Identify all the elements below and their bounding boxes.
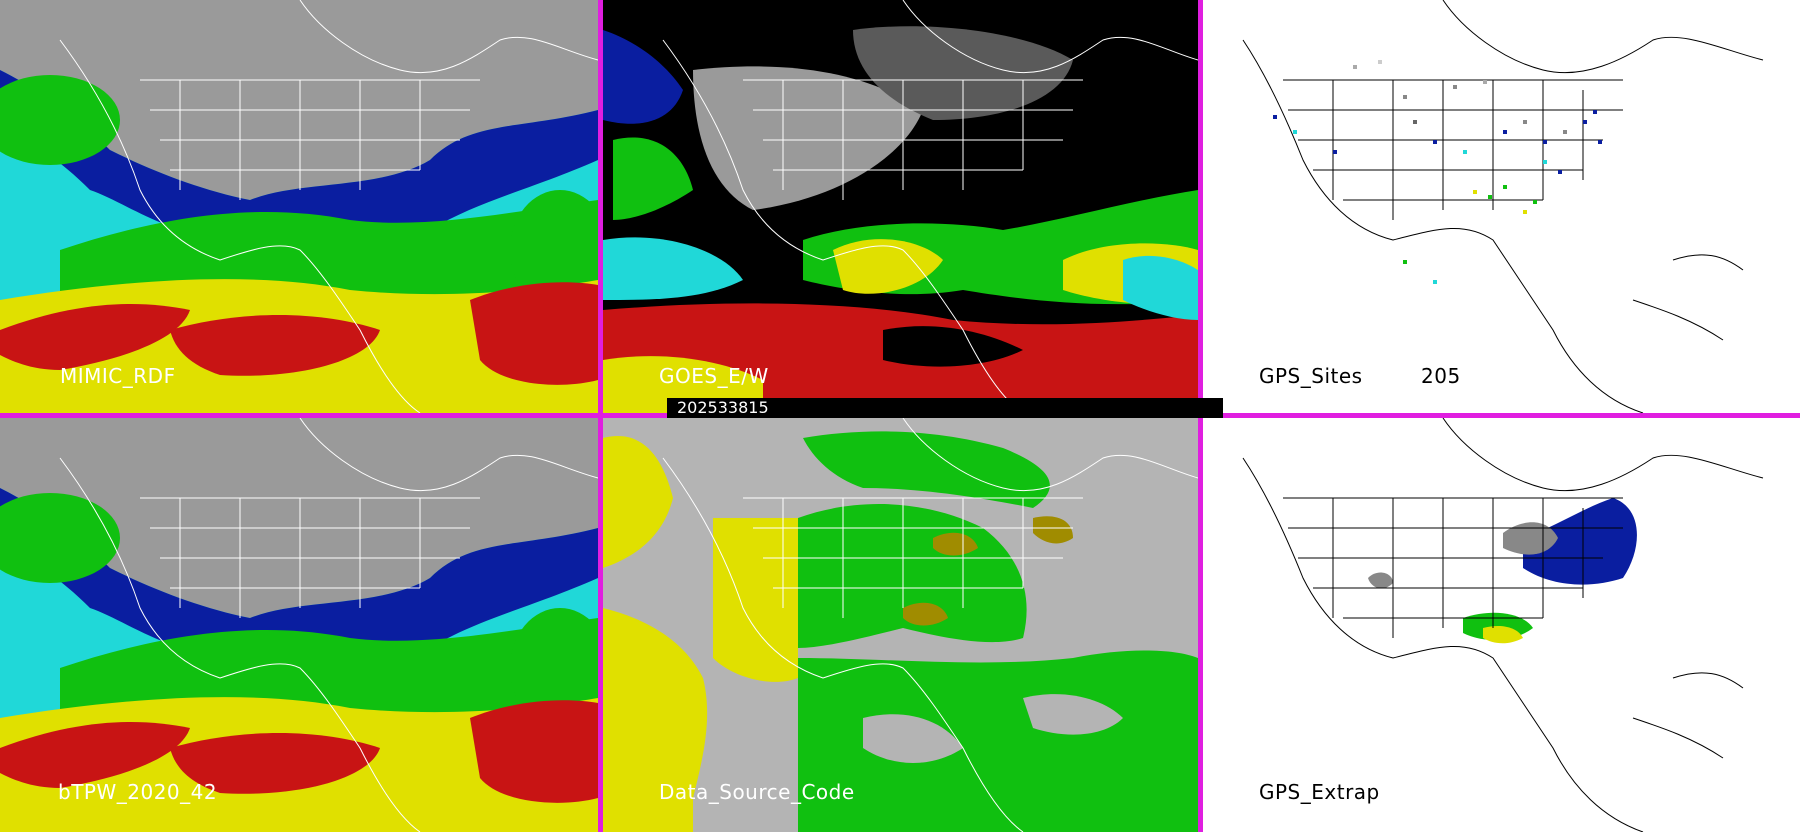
panel-label: MIMIC_RDF [60, 364, 176, 388]
panel-label: Data_Source_Code [659, 780, 855, 804]
site-count: 205 [1421, 364, 1461, 388]
gps-extrap-panel: GPS_Extrap [1203, 418, 1800, 832]
goes-ew-panel: GOES_E/W [603, 0, 1198, 413]
data-source-code-panel: Data_Source_Code [603, 418, 1198, 832]
gps-sites-panel: GPS_Sites 205 [1203, 0, 1800, 413]
panel-label: GPS_Extrap [1259, 780, 1380, 804]
timestamp: 202533815 [667, 398, 1223, 418]
mimic-rdf-panel: MIMIC_RDF [0, 0, 598, 413]
btpw-panel: bTPW_2020_42 [0, 418, 598, 832]
panel-label: GPS_Sites [1259, 364, 1363, 388]
panel-label: GOES_E/W [659, 364, 769, 388]
panel-label: bTPW_2020_42 [58, 780, 218, 804]
